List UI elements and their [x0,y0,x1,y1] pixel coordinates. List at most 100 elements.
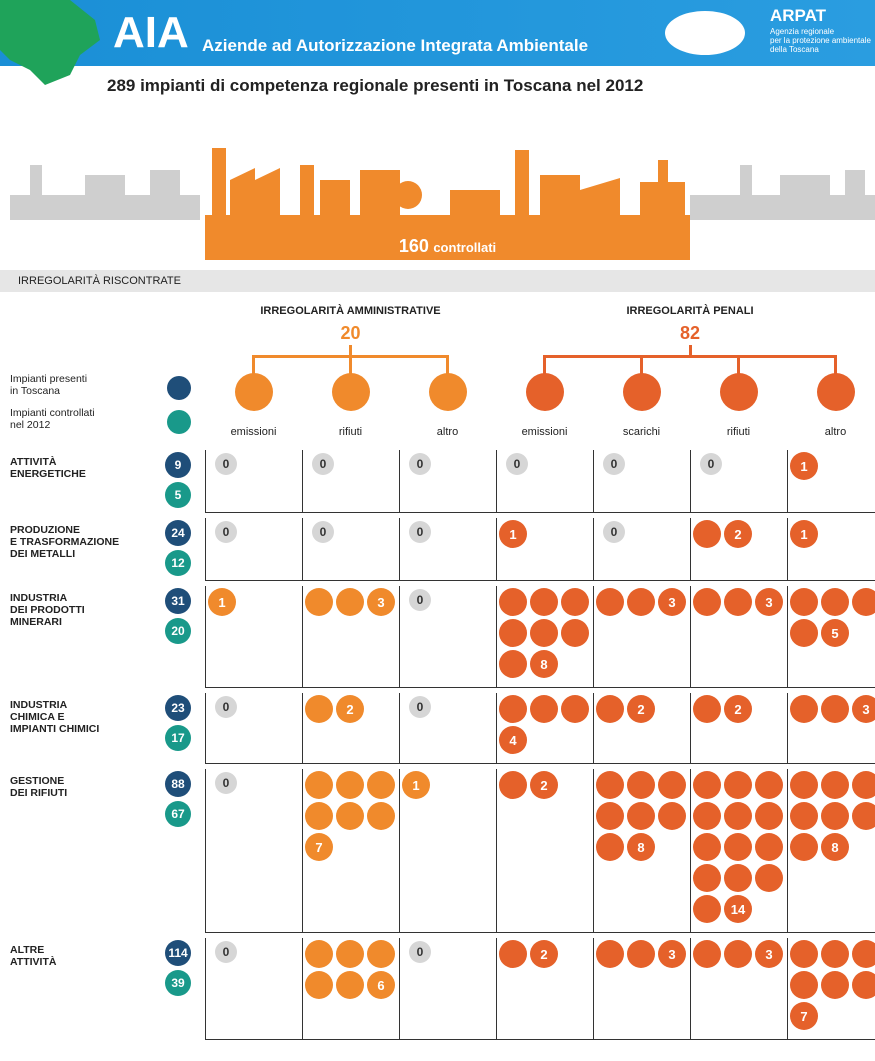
row-divider [205,580,875,581]
org-sub-line: della Toscana [770,45,819,54]
row-name: PRODUZIONE E TRASFORMAZIONE DEI METALLI [10,524,119,560]
zero-dot: 0 [215,772,237,794]
dot [693,940,721,968]
zero-dot: 0 [215,521,237,543]
category-icon [331,373,370,411]
dot: 1 [790,452,818,480]
org-sub-line: Agenzia regionale [770,27,835,36]
row-badge: 23 [165,695,191,721]
dot [627,802,655,830]
column-label: rifiuti [726,426,751,438]
dot [627,940,655,968]
dot [627,588,655,616]
row-badge: 12 [165,550,191,576]
dot: 2 [336,695,364,723]
dot-group: 7 [790,940,875,1047]
group-title: IRREGOLARITÀ PENALI [626,305,754,317]
dot [693,771,721,799]
row-badge: 88 [165,771,191,797]
row-badge: 17 [165,725,191,751]
dot [724,588,752,616]
category-icon [525,373,564,411]
cell-divider [690,586,691,687]
legend-label: Impianti controllati nel 2012 [10,407,95,431]
dot-group: 5 [790,588,875,695]
dot [561,619,589,647]
dot: 5 [821,619,849,647]
row-divider [205,512,875,513]
zero-dot: 0 [506,453,528,475]
cell-divider [787,938,788,1039]
dot: 1 [499,520,527,548]
cell-divider [496,518,497,580]
legend-dot [167,410,191,434]
cell-divider [302,518,303,580]
dot: 7 [790,1002,818,1030]
dot-group: 8 [499,588,596,695]
cell-divider [690,938,691,1039]
cell-divider [496,769,497,932]
dot-group: 2 [596,695,693,771]
controlled-count: 160 [398,236,429,256]
row-name-line: DEI RIFIUTI [10,787,68,799]
dot [693,802,721,830]
dot-group: 2 [693,520,790,588]
category-icon [816,373,855,411]
column-label: emissioni [521,426,568,438]
headline: 289 impianti di competenza regionale pre… [107,76,644,95]
dot [821,695,849,723]
row-name-line: CHIMICA E [10,711,65,723]
group-title: IRREGOLARITÀ AMMINISTRATIVE [260,305,441,317]
dot-group: 14 [693,771,790,940]
dot [499,619,527,647]
dot: 2 [530,940,558,968]
dot [790,802,818,830]
dot-group: 2 [499,771,596,940]
legend-label-line: Impianti controllati [10,407,95,419]
cell-divider [302,769,303,932]
dot [367,771,395,799]
dot: 3 [367,588,395,616]
dot [561,588,589,616]
cell-divider [302,450,303,512]
legend-label-line: nel 2012 [10,419,51,431]
dot [755,833,783,861]
dot [499,588,527,616]
dot [790,619,818,647]
dot [724,833,752,861]
dot-group: 1 [790,520,875,588]
dot [336,588,364,616]
dot [336,940,364,968]
dot [693,864,721,892]
dot-group: 2 [693,695,790,771]
zero-dot: 0 [215,453,237,475]
dot-group: 8 [790,771,875,940]
cell-divider [496,586,497,687]
cell-divider [496,450,497,512]
dot [305,802,333,830]
tuscany-map [0,0,100,85]
dot [790,588,818,616]
dot [305,695,333,723]
dot: 2 [724,695,752,723]
row-name: ALTRE ATTIVITÀ [10,944,56,968]
dot: 8 [530,650,558,678]
row-name-line: DEI PRODOTTI [10,604,85,616]
zero-dot: 0 [409,941,431,963]
bracket-stem [688,345,692,357]
row-name-line: ATTIVITÀ [10,956,57,968]
dot [658,802,686,830]
dot [499,650,527,678]
row-name-line: GESTIONE [10,775,65,787]
dot [561,695,589,723]
dot-group: 4 [499,695,596,771]
dot [821,802,849,830]
row-name-line: DEI METALLI [10,548,76,560]
dot-group: 3 [596,588,693,695]
zero-dot: 0 [603,453,625,475]
dot [790,833,818,861]
row-name-line: INDUSTRIA [10,699,68,711]
zero-dot: 0 [409,521,431,543]
dot [596,771,624,799]
legend-label-line: Impianti presenti [10,373,88,385]
